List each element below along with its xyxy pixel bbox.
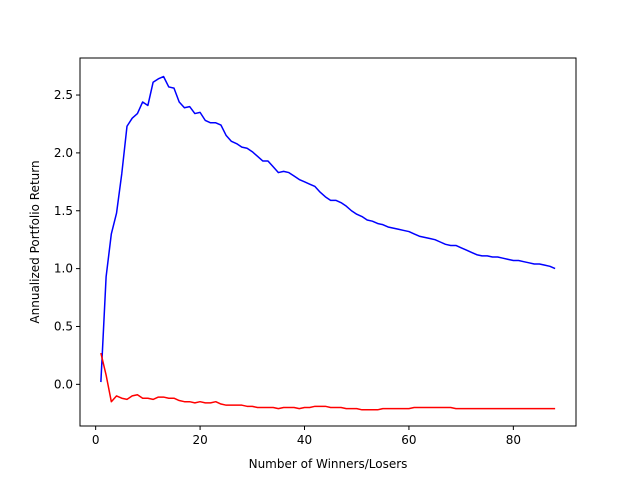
x-tick-label: 40	[297, 433, 312, 447]
y-tick-label: 1.5	[54, 204, 73, 218]
y-axis-label: Annualized Portfolio Return	[28, 160, 42, 323]
x-tick-label: 20	[192, 433, 207, 447]
y-tick-label: 2.5	[54, 88, 73, 102]
y-tick-label: 1.0	[54, 262, 73, 276]
y-tick-label: 2.0	[54, 146, 73, 160]
x-axis: 0 20 40 60 80	[92, 426, 521, 447]
x-tick-label: 60	[401, 433, 416, 447]
y-tick-label: 0.5	[54, 319, 73, 333]
x-axis-label: Number of Winners/Losers	[249, 457, 408, 471]
series-layer	[100, 75, 556, 411]
plot-background	[80, 58, 576, 426]
y-axis: 0.0 0.5 1.0 1.5 2.0 2.5	[54, 88, 80, 391]
x-tick-label: 0	[92, 433, 100, 447]
plot-frame	[79, 57, 577, 427]
y-tick-label: 0.0	[54, 377, 73, 391]
x-tick-label: 80	[506, 433, 521, 447]
series-line-1	[100, 75, 556, 383]
series-line-2	[100, 352, 556, 411]
